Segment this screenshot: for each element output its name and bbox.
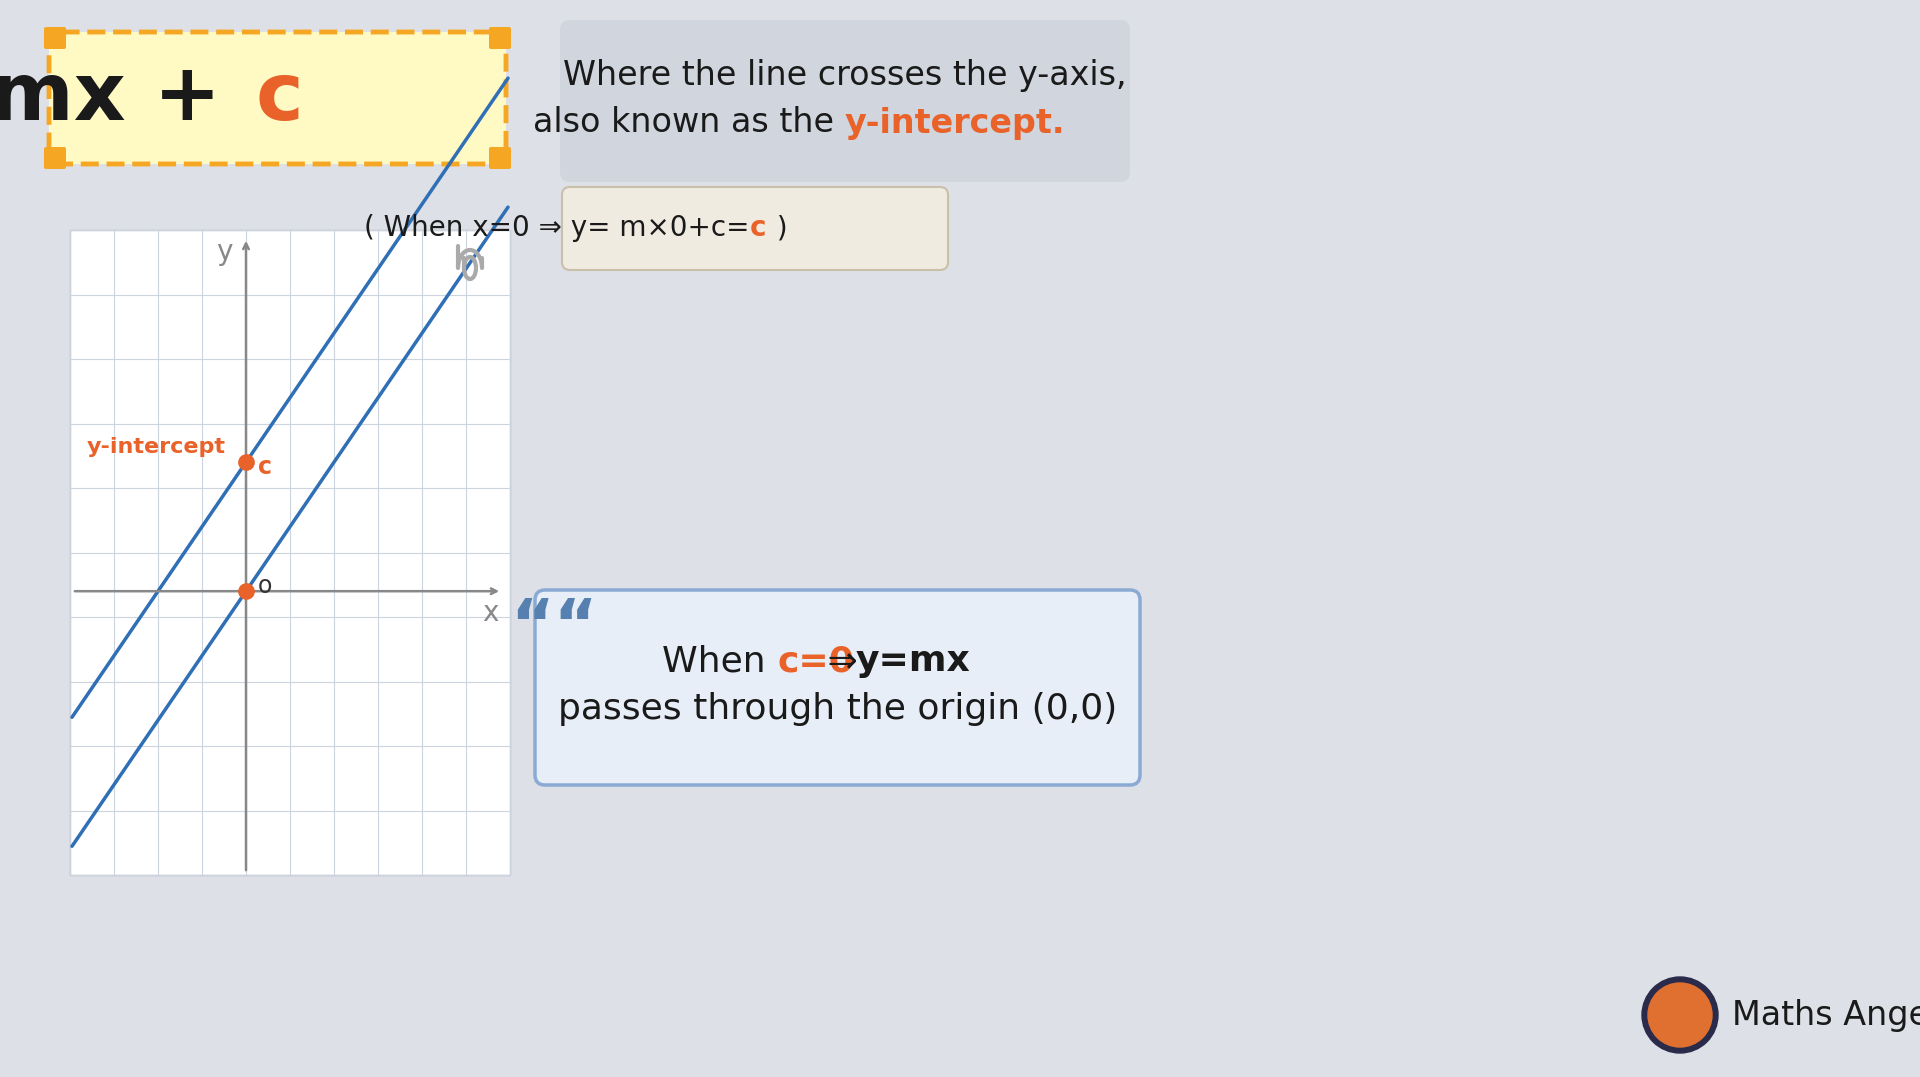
FancyBboxPatch shape <box>69 230 511 875</box>
Text: c: c <box>255 59 303 137</box>
FancyBboxPatch shape <box>44 146 65 169</box>
Text: ): ) <box>768 214 787 242</box>
FancyBboxPatch shape <box>44 27 65 48</box>
Text: ⇒: ⇒ <box>816 644 868 679</box>
FancyBboxPatch shape <box>50 32 507 164</box>
FancyBboxPatch shape <box>561 20 1131 182</box>
Text: Maths Angel: Maths Angel <box>1732 998 1920 1032</box>
Text: y=mx: y=mx <box>856 644 970 679</box>
Text: c: c <box>751 214 766 242</box>
Text: y-intercept.: y-intercept. <box>845 107 1066 140</box>
Text: also known as the: also known as the <box>534 107 845 140</box>
Text: ““: ““ <box>511 595 597 661</box>
Text: o: o <box>257 574 273 598</box>
Text: passes through the origin (0,0): passes through the origin (0,0) <box>559 693 1117 727</box>
Text: x: x <box>482 599 497 627</box>
Text: c=0: c=0 <box>778 644 854 679</box>
Circle shape <box>1642 977 1718 1053</box>
Text: ( When x=0 ⇒ y= m×0+c=: ( When x=0 ⇒ y= m×0+c= <box>365 214 751 242</box>
Text: When: When <box>662 644 778 679</box>
Text: y-intercept: y-intercept <box>86 437 225 458</box>
FancyBboxPatch shape <box>490 27 511 48</box>
Circle shape <box>1647 983 1713 1047</box>
Text: c: c <box>257 456 273 479</box>
FancyBboxPatch shape <box>563 187 948 270</box>
Text: y = mx +: y = mx + <box>0 59 250 137</box>
Text: Where the line crosses the y-axis,: Where the line crosses the y-axis, <box>563 58 1127 92</box>
Text: y: y <box>215 238 232 266</box>
FancyBboxPatch shape <box>536 590 1140 785</box>
FancyBboxPatch shape <box>490 146 511 169</box>
